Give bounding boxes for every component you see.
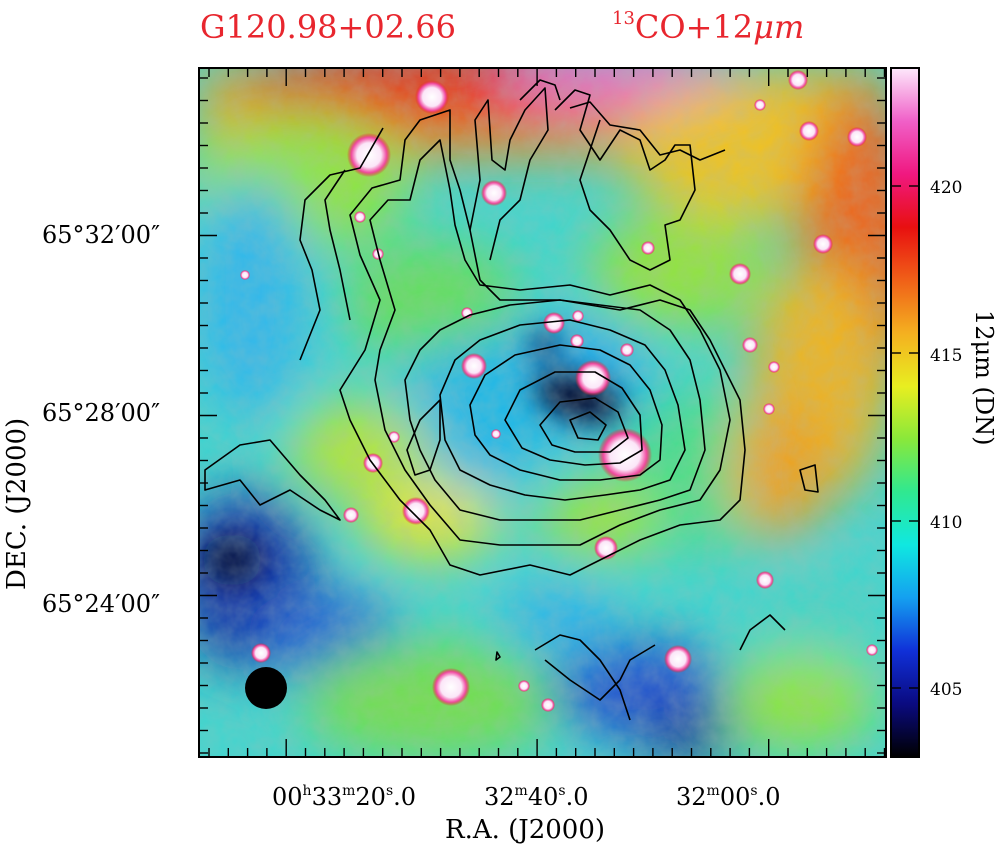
contour-inner-lobe bbox=[406, 399, 441, 476]
contour-outer-1 bbox=[299, 127, 384, 361]
ra-1-minutes: 33 bbox=[312, 783, 343, 811]
colorbar-label: 12μm (DN) bbox=[970, 310, 998, 446]
ra-3-frac: 0 bbox=[765, 783, 780, 811]
contour-south-2 bbox=[544, 644, 656, 701]
contour-level-6 bbox=[504, 371, 643, 466]
contour-north-1 bbox=[469, 87, 549, 261]
contour-south-dot bbox=[495, 651, 501, 661]
ra-2-seconds: 40 bbox=[528, 783, 559, 811]
contour-east-lobe bbox=[799, 464, 819, 493]
ra-2-s-unit: s bbox=[558, 783, 565, 799]
contour-level-8 bbox=[569, 411, 607, 441]
point-sources bbox=[240, 70, 878, 712]
contour-north-2 bbox=[519, 79, 561, 101]
image-noise-texture bbox=[199, 68, 886, 757]
y-axis-label: DEC. (J2000) bbox=[2, 418, 32, 590]
ra-2-frac: 0 bbox=[573, 783, 588, 811]
contour-level-7 bbox=[539, 397, 629, 453]
ir-image: beam bbox=[199, 68, 886, 757]
ra-tick-label-3: 32m00s.0 bbox=[676, 783, 780, 811]
ra-1-s-unit: s bbox=[386, 783, 393, 799]
contour-level-4 bbox=[439, 319, 686, 501]
ra-1-frac: 0 bbox=[401, 783, 416, 811]
colorbar-ticks bbox=[891, 185, 919, 689]
colorbar-tick-label-405: 405 bbox=[930, 680, 962, 700]
ra-2-dot: . bbox=[566, 783, 574, 811]
ra-2-m-unit: m bbox=[515, 783, 528, 799]
colorbar bbox=[891, 68, 919, 757]
axis-ticks bbox=[199, 68, 886, 757]
contour-north-4 bbox=[569, 101, 726, 161]
ra-3-m-unit: m bbox=[707, 783, 720, 799]
tracer-title: 13CO+12μm bbox=[612, 8, 804, 46]
ra-1-seconds: 20 bbox=[355, 783, 386, 811]
source-name-text: G120.98+02.66 bbox=[200, 8, 456, 46]
source-name-title: G120.98+02.66 bbox=[200, 8, 456, 46]
contour-south-3 bbox=[739, 614, 786, 651]
dec-tick-label-2: 65°28′00″ bbox=[42, 399, 160, 427]
contour-level-2 bbox=[369, 139, 731, 546]
tracer-isotope-superscript: 13 bbox=[612, 8, 635, 29]
plot-frame bbox=[198, 67, 887, 758]
ra-3-seconds: 00 bbox=[720, 783, 751, 811]
colorbar-tick-label-410: 410 bbox=[930, 513, 962, 533]
ra-1-dot: . bbox=[393, 783, 401, 811]
contour-south-1 bbox=[534, 634, 631, 721]
contour-level-1 bbox=[339, 109, 746, 576]
tracer-unit: μm bbox=[753, 8, 805, 46]
ra-1-m-unit: m bbox=[342, 783, 355, 799]
dec-tick-label-1: 65°32′00″ bbox=[42, 221, 160, 249]
colorbar-tick-label-415: 415 bbox=[930, 346, 962, 366]
dec-tick-label-3: 65°24′00″ bbox=[42, 590, 160, 618]
ra-tick-label-1: 00h33m20s.0 bbox=[272, 783, 416, 811]
ra-3-minutes: 32 bbox=[676, 783, 707, 811]
ra-1-hours: 00 bbox=[272, 783, 303, 811]
ra-tick-label-2: 32m40s.0 bbox=[484, 783, 588, 811]
x-axis-label: R.A. (J2000) bbox=[445, 815, 605, 845]
colorbar-tick-label-420: 420 bbox=[930, 178, 962, 198]
contour-level-3 bbox=[404, 299, 706, 521]
ra-2-minutes: 32 bbox=[484, 783, 515, 811]
contour-level-5 bbox=[469, 344, 663, 481]
ra-1-h-unit: h bbox=[303, 783, 312, 799]
co-contours bbox=[204, 79, 819, 721]
beam-circle: beam bbox=[245, 667, 287, 709]
ra-3-dot: . bbox=[758, 783, 766, 811]
tracer-text: CO+12 bbox=[634, 8, 754, 46]
contour-left-lobe bbox=[204, 439, 341, 521]
ra-3-s-unit: s bbox=[750, 783, 757, 799]
colorbar-frame bbox=[890, 67, 920, 758]
contour-outer-2 bbox=[324, 169, 351, 321]
contour-north-3 bbox=[554, 89, 696, 271]
